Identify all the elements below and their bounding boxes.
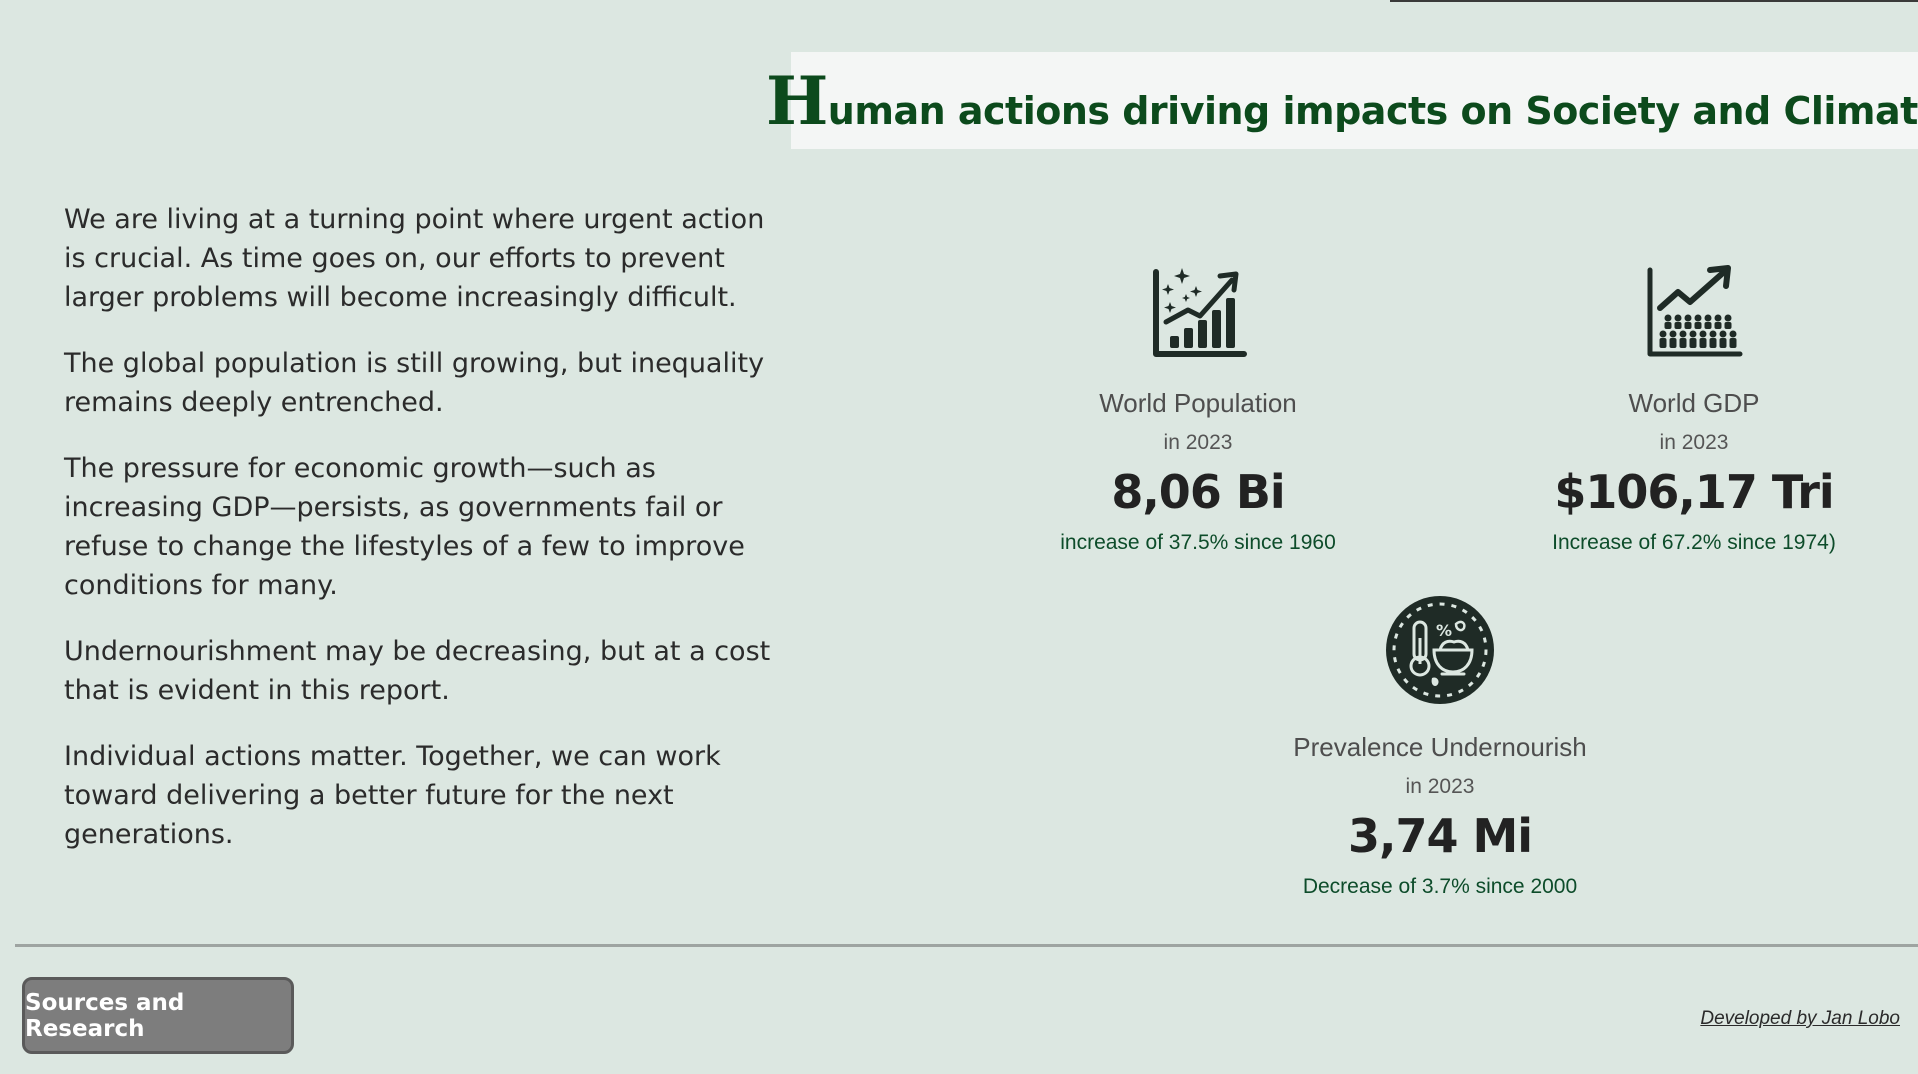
developer-credit-link[interactable]: Developed by Jan Lobo xyxy=(1700,1008,1900,1029)
page-header: Human actions driving impacts on Society… xyxy=(766,52,1918,149)
kpi-change: Decrease of 3.7% since 2000 xyxy=(1302,875,1578,898)
page-title-rest: uman actions driving impacts on Society … xyxy=(827,88,1918,133)
kpi-value: 3,74 Mi xyxy=(1347,809,1533,863)
kpi-card-world-population: World Population in 2023 8,06 Bi increas… xyxy=(988,262,1408,555)
food-temperature-icon: % xyxy=(1386,596,1494,704)
growth-chart-icon xyxy=(1153,268,1247,357)
intro-paragraph: We are living at a turning point where u… xyxy=(64,204,765,313)
kpi-value: 8,06 Bi xyxy=(1111,465,1285,519)
intro-paragraph: The global population is still growing, … xyxy=(64,348,765,418)
page-title-initial: H xyxy=(765,61,828,140)
intro-paragraph: Individual actions matter. Together, we … xyxy=(64,741,721,850)
kpi-period: in 2023 xyxy=(1659,431,1729,454)
svg-text:%: % xyxy=(1436,621,1452,640)
intro-text-block: We are living at a turning point where u… xyxy=(64,200,784,881)
kpi-card-undernourishment: % Prevalence Undernourish in 2023 3,74 M… xyxy=(1230,594,1650,899)
kpi-title: World GDP xyxy=(1628,388,1760,418)
people-growth-icon xyxy=(1647,265,1743,357)
intro-paragraph: Undernourishment may be decreasing, but … xyxy=(64,636,771,706)
kpi-change: Increase of 67.2% since 1974) xyxy=(1552,531,1836,554)
kpi-period: in 2023 xyxy=(1405,775,1475,798)
page-title: Human actions driving impacts on Society… xyxy=(766,62,1918,140)
sources-and-research-button[interactable]: Sources and Research xyxy=(22,977,294,1054)
kpi-change: increase of 37.5% since 1960 xyxy=(1060,531,1336,554)
kpi-title: World Population xyxy=(1099,388,1297,418)
kpi-title: Prevalence Undernourish xyxy=(1293,732,1587,762)
intro-paragraph: The pressure for economic growth—such as… xyxy=(64,453,745,601)
footer-divider xyxy=(15,944,1918,947)
kpi-card-world-gdp: World GDP in 2023 $106,17 Tri Increase o… xyxy=(1484,262,1904,555)
kpi-value: $106,17 Tri xyxy=(1554,465,1834,519)
top-edge-strip xyxy=(1390,0,1918,2)
kpi-period: in 2023 xyxy=(1163,431,1233,454)
